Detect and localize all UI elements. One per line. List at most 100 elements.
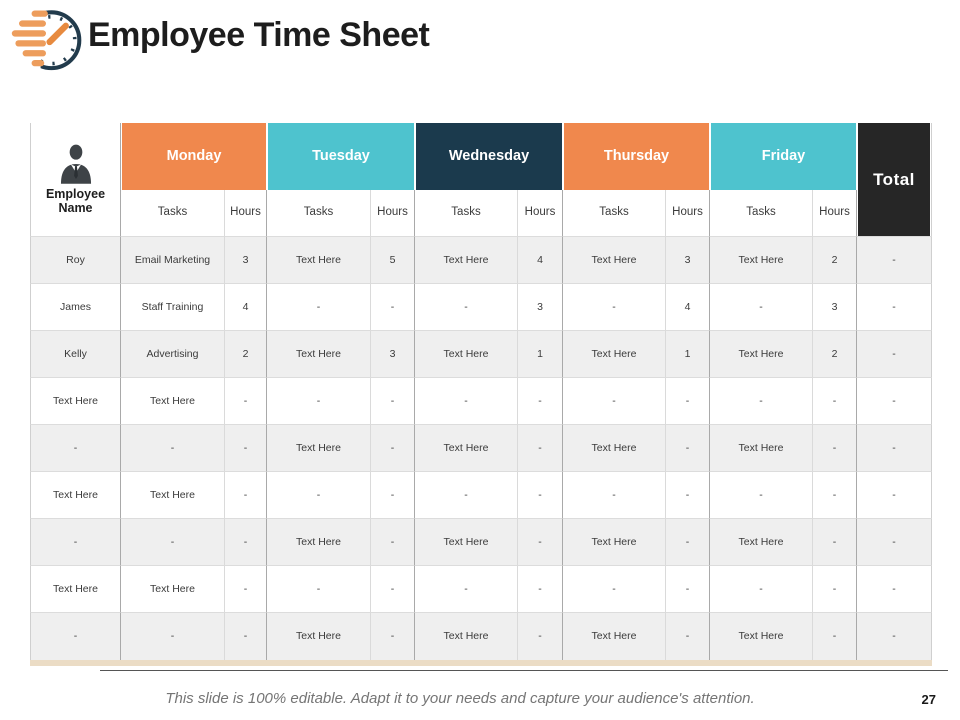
day-header-tuesday: Tuesday bbox=[267, 123, 415, 190]
day-header-friday: Friday bbox=[710, 123, 857, 190]
cell-employee: - bbox=[30, 425, 121, 472]
page-number: 27 bbox=[921, 692, 936, 707]
cell-tasks: Staff Training bbox=[121, 284, 225, 331]
cell-tasks: Text Here bbox=[267, 237, 371, 284]
subheader-hours: Hours bbox=[813, 190, 857, 237]
cell-hours: - bbox=[518, 378, 563, 425]
cell-tasks: Text Here bbox=[267, 331, 371, 378]
cell-hours: - bbox=[666, 519, 710, 566]
cell-hours: 1 bbox=[666, 331, 710, 378]
cell-total: - bbox=[857, 613, 932, 660]
cell-hours: 1 bbox=[518, 331, 563, 378]
cell-hours: 3 bbox=[225, 237, 267, 284]
cell-tasks: Text Here bbox=[415, 425, 518, 472]
cell-hours: - bbox=[225, 566, 267, 613]
cell-hours: - bbox=[813, 613, 857, 660]
day-header-monday: Monday bbox=[121, 123, 267, 190]
cell-hours: - bbox=[518, 519, 563, 566]
cell-employee: - bbox=[30, 519, 121, 566]
timesheet-table: Employee Name Monday Tasks Hours Tuesday Task… bbox=[30, 123, 932, 666]
cell-hours: - bbox=[371, 284, 415, 331]
cell-total: - bbox=[857, 237, 932, 284]
cell-tasks: Text Here bbox=[121, 378, 225, 425]
cell-hours: 5 bbox=[371, 237, 415, 284]
cell-total: - bbox=[857, 566, 932, 613]
cell-total: - bbox=[857, 378, 932, 425]
cell-hours: - bbox=[371, 472, 415, 519]
cell-hours: - bbox=[371, 566, 415, 613]
cell-employee: Text Here bbox=[30, 566, 121, 613]
cell-tasks: - bbox=[710, 472, 813, 519]
subheader-hours: Hours bbox=[666, 190, 710, 237]
cell-employee: Roy bbox=[30, 237, 121, 284]
day-header-wednesday: Wednesday bbox=[415, 123, 563, 190]
day-header-label: Tuesday bbox=[268, 123, 414, 190]
cell-tasks: - bbox=[121, 613, 225, 660]
cell-hours: - bbox=[371, 519, 415, 566]
cell-hours: - bbox=[518, 566, 563, 613]
cell-hours: 4 bbox=[225, 284, 267, 331]
cell-hours: - bbox=[225, 425, 267, 472]
cell-tasks: Text Here bbox=[710, 519, 813, 566]
cell-tasks: Text Here bbox=[563, 425, 666, 472]
cell-tasks: Advertising bbox=[121, 331, 225, 378]
cell-tasks: Email Marketing bbox=[121, 237, 225, 284]
cell-tasks: Text Here bbox=[121, 472, 225, 519]
cell-tasks: Text Here bbox=[121, 566, 225, 613]
footer-divider bbox=[100, 670, 948, 671]
cell-hours: - bbox=[225, 472, 267, 519]
cell-tasks: Text Here bbox=[415, 331, 518, 378]
employee-icon bbox=[60, 144, 91, 184]
cell-tasks: - bbox=[121, 519, 225, 566]
cell-tasks: - bbox=[415, 566, 518, 613]
cell-tasks: Text Here bbox=[415, 613, 518, 660]
cell-tasks: Text Here bbox=[267, 519, 371, 566]
cell-tasks: - bbox=[563, 472, 666, 519]
cell-hours: - bbox=[225, 519, 267, 566]
day-header-thursday: Thursday bbox=[563, 123, 710, 190]
cell-tasks: - bbox=[267, 566, 371, 613]
cell-hours: - bbox=[666, 425, 710, 472]
cell-tasks: - bbox=[267, 378, 371, 425]
cell-tasks: Text Here bbox=[710, 331, 813, 378]
cell-hours: - bbox=[813, 378, 857, 425]
cell-employee: Text Here bbox=[30, 378, 121, 425]
cell-tasks: Text Here bbox=[563, 331, 666, 378]
cell-hours: - bbox=[666, 613, 710, 660]
cell-total: - bbox=[857, 331, 932, 378]
cell-hours: - bbox=[666, 472, 710, 519]
cell-hours: - bbox=[813, 566, 857, 613]
cell-tasks: - bbox=[710, 566, 813, 613]
cell-tasks: Text Here bbox=[563, 237, 666, 284]
cell-employee: - bbox=[30, 613, 121, 660]
cell-tasks: - bbox=[415, 378, 518, 425]
cell-hours: 2 bbox=[813, 331, 857, 378]
subheader-tasks: Tasks bbox=[267, 190, 371, 237]
cell-hours: - bbox=[518, 425, 563, 472]
cell-hours: 3 bbox=[813, 284, 857, 331]
cell-tasks: Text Here bbox=[415, 237, 518, 284]
cell-hours: - bbox=[518, 613, 563, 660]
cell-tasks: Text Here bbox=[415, 519, 518, 566]
cell-total: - bbox=[857, 472, 932, 519]
cell-employee: Kelly bbox=[30, 331, 121, 378]
cell-hours: 3 bbox=[666, 237, 710, 284]
total-header-label: Total bbox=[858, 123, 930, 236]
cell-tasks: Text Here bbox=[267, 613, 371, 660]
cell-tasks: - bbox=[563, 378, 666, 425]
cell-tasks: - bbox=[267, 472, 371, 519]
clock-logo-icon bbox=[10, 6, 82, 78]
cell-hours: - bbox=[371, 425, 415, 472]
footer-note: This slide is 100% editable. Adapt it to… bbox=[165, 690, 755, 707]
cell-tasks: - bbox=[267, 284, 371, 331]
day-header-label: Monday bbox=[122, 123, 266, 190]
cell-tasks: - bbox=[415, 472, 518, 519]
cell-hours: 2 bbox=[813, 237, 857, 284]
subheader-tasks: Tasks bbox=[710, 190, 813, 237]
cell-total: - bbox=[857, 425, 932, 472]
page-title: Employee Time Sheet bbox=[88, 16, 430, 54]
cell-tasks: - bbox=[563, 284, 666, 331]
cell-hours: - bbox=[813, 519, 857, 566]
subheader-hours: Hours bbox=[225, 190, 267, 237]
